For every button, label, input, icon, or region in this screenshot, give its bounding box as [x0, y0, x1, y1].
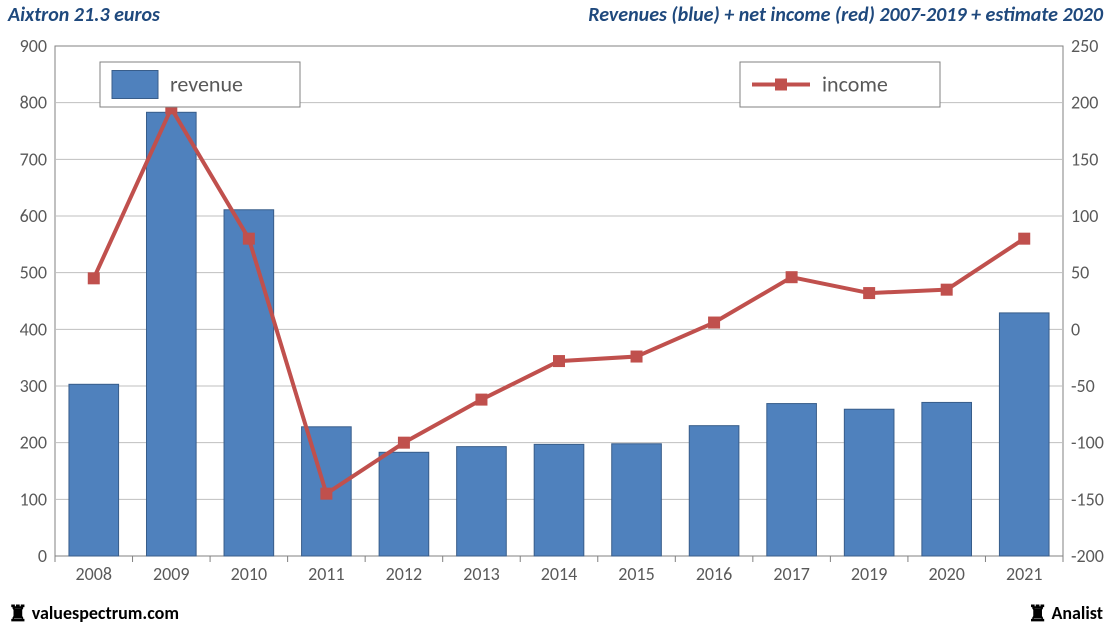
income-marker — [864, 288, 875, 299]
revenue-bar — [224, 210, 274, 556]
footer: ♜valuespectrum.com ♜Analist — [0, 599, 1111, 627]
x-tick-label: 2010 — [231, 563, 268, 585]
x-tick-label: 2015 — [618, 563, 655, 585]
revenue-bar — [689, 426, 739, 556]
header: Aixtron 21.3 euros Revenues (blue) + net… — [0, 0, 1111, 30]
revenue-bar — [534, 444, 584, 556]
y2-tick-label: 100 — [1071, 205, 1098, 227]
header-right-title: Revenues (blue) + net income (red) 2007-… — [588, 3, 1103, 27]
y2-tick-label: 150 — [1071, 148, 1098, 170]
y2-tick-label: -50 — [1071, 375, 1095, 397]
y1-tick-label: 500 — [20, 262, 47, 284]
header-left-title: Aixtron 21.3 euros — [8, 3, 160, 27]
y1-tick-label: 100 — [20, 488, 47, 510]
revenue-bar — [146, 112, 196, 556]
income-marker — [88, 273, 99, 284]
x-tick-label: 2016 — [696, 563, 733, 585]
income-marker — [476, 394, 487, 405]
revenue-bar — [457, 447, 507, 556]
income-marker — [709, 317, 720, 328]
y1-tick-label: 700 — [20, 148, 47, 170]
y2-tick-label: 0 — [1071, 318, 1080, 340]
y1-tick-label: 400 — [20, 318, 47, 340]
y2-tick-label: -200 — [1071, 545, 1104, 567]
footer-right-text: Analist — [1051, 602, 1103, 624]
income-marker — [941, 284, 952, 295]
x-tick-label: 2014 — [541, 563, 578, 585]
y1-tick-label: 200 — [20, 432, 47, 454]
income-marker — [398, 437, 409, 448]
revenue-bar — [379, 452, 429, 556]
chart-container: Aixtron 21.3 euros Revenues (blue) + net… — [0, 0, 1111, 627]
revenue-bar — [844, 409, 894, 556]
x-tick-label: 2021 — [1006, 563, 1043, 585]
income-marker — [631, 351, 642, 362]
x-tick-label: 2009 — [153, 563, 190, 585]
revenue-bar — [69, 384, 119, 556]
y1-tick-label: 300 — [20, 375, 47, 397]
legend-income: income — [740, 62, 940, 107]
x-tick-label: 2011 — [308, 563, 345, 585]
legend-income-marker — [776, 79, 787, 90]
footer-left: ♜valuespectrum.com — [8, 602, 179, 625]
income-marker — [786, 272, 797, 283]
income-marker — [1019, 233, 1030, 244]
x-tick-label: 2013 — [463, 563, 500, 585]
legend-revenue: revenue — [100, 62, 300, 107]
plot-wrap: 0100200300400500600700800900-200-150-100… — [0, 30, 1111, 599]
legend-revenue-swatch — [112, 71, 158, 99]
y2-tick-label: 250 — [1071, 35, 1098, 57]
x-tick-label: 2019 — [851, 563, 888, 585]
revenue-bar — [612, 444, 662, 556]
income-marker — [321, 488, 332, 499]
y2-tick-label: -150 — [1071, 488, 1104, 510]
y1-tick-label: 600 — [20, 205, 47, 227]
x-tick-label: 2020 — [928, 563, 965, 585]
y1-tick-label: 0 — [38, 545, 47, 567]
y1-tick-label: 800 — [20, 92, 47, 114]
y2-tick-label: -100 — [1071, 432, 1104, 454]
legend-income-label: income — [822, 71, 888, 98]
footer-right: ♜Analist — [1028, 602, 1103, 625]
x-tick-label: 2012 — [386, 563, 423, 585]
footer-left-text: valuespectrum.com — [32, 602, 179, 624]
rook-icon: ♜ — [8, 603, 28, 625]
income-marker — [243, 233, 254, 244]
rook-icon: ♜ — [1028, 603, 1048, 625]
income-marker — [554, 356, 565, 367]
revenue-bar — [999, 313, 1049, 556]
x-tick-label: 2017 — [773, 563, 810, 585]
revenue-bar — [922, 402, 972, 556]
y2-tick-label: 200 — [1071, 92, 1098, 114]
chart-svg: 0100200300400500600700800900-200-150-100… — [0, 30, 1111, 599]
y1-tick-label: 900 — [20, 35, 47, 57]
y2-tick-label: 50 — [1071, 262, 1089, 284]
legend-revenue-label: revenue — [170, 71, 243, 98]
revenue-bar — [767, 404, 817, 556]
x-tick-label: 2008 — [76, 563, 113, 585]
